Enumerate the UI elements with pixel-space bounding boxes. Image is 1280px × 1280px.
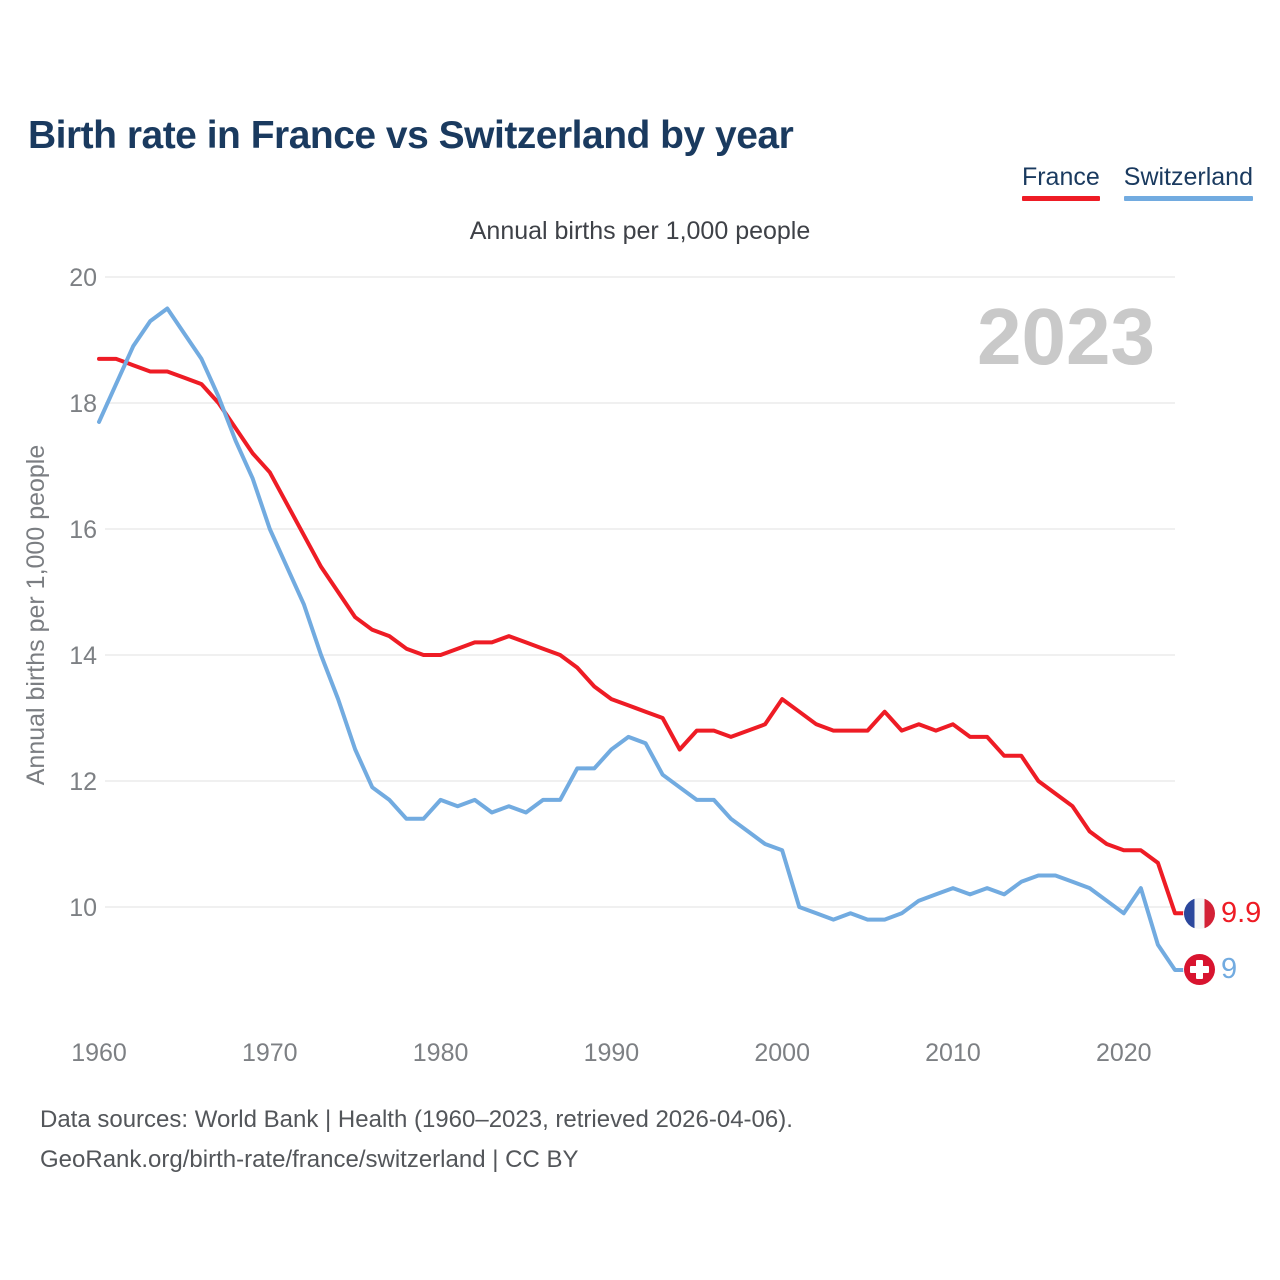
france-flag-icon [1184, 898, 1215, 929]
switzerland-line[interactable] [97, 306, 1186, 972]
x-tick-label: 1970 [242, 1039, 298, 1067]
footer-data-sources: Data sources: World Bank | Health (1960–… [40, 1106, 793, 1133]
legend-item-switzerland[interactable]: Switzerland [1123, 163, 1253, 201]
x-tick-label: 2010 [925, 1039, 981, 1067]
legend-label-france: France [1021, 163, 1100, 191]
y-axis-title: Annual births per 1,000 people [22, 445, 50, 786]
legend-item-france[interactable]: France [1021, 163, 1100, 201]
x-tick-label: 1960 [71, 1039, 127, 1067]
switzerland-end-value: 9 [1221, 953, 1238, 985]
watermark-year: 2023 [977, 292, 1155, 381]
y-tick-label: 18 [69, 390, 97, 418]
legend-label-switzerland: Switzerland [1123, 163, 1253, 191]
y-tick-label: 14 [69, 642, 97, 670]
x-tick-label: 2020 [1096, 1039, 1152, 1067]
footer-attribution[interactable]: GeoRank.org/birth-rate/france/switzerlan… [40, 1146, 579, 1173]
x-tick-label: 2000 [754, 1039, 810, 1067]
france-line[interactable] [97, 356, 1186, 916]
x-axis-ticks: 1960 1970 1980 1990 2000 2010 2020 [71, 1039, 1151, 1067]
y-tick-label: 16 [69, 516, 97, 544]
y-tick-label: 12 [69, 768, 97, 796]
chart-subtitle: Annual births per 1,000 people [469, 217, 811, 245]
legend-color-bar-switzerland [1123, 196, 1253, 201]
x-tick-label: 1990 [584, 1039, 640, 1067]
switzerland-flag-icon [1184, 954, 1215, 985]
legend: France Switzerland [1021, 163, 1253, 201]
france-end-value: 9.9 [1221, 897, 1262, 929]
y-axis-ticks: 10 12 14 16 18 20 [69, 264, 97, 922]
legend-color-bar-france [1021, 196, 1100, 201]
x-tick-label: 1980 [413, 1039, 469, 1067]
y-tick-label: 20 [69, 264, 97, 292]
y-tick-label: 10 [69, 894, 97, 922]
series-lines [97, 306, 1186, 972]
gridlines [105, 276, 1175, 908]
page-title: Birth rate in France vs Switzerland by y… [28, 114, 794, 158]
